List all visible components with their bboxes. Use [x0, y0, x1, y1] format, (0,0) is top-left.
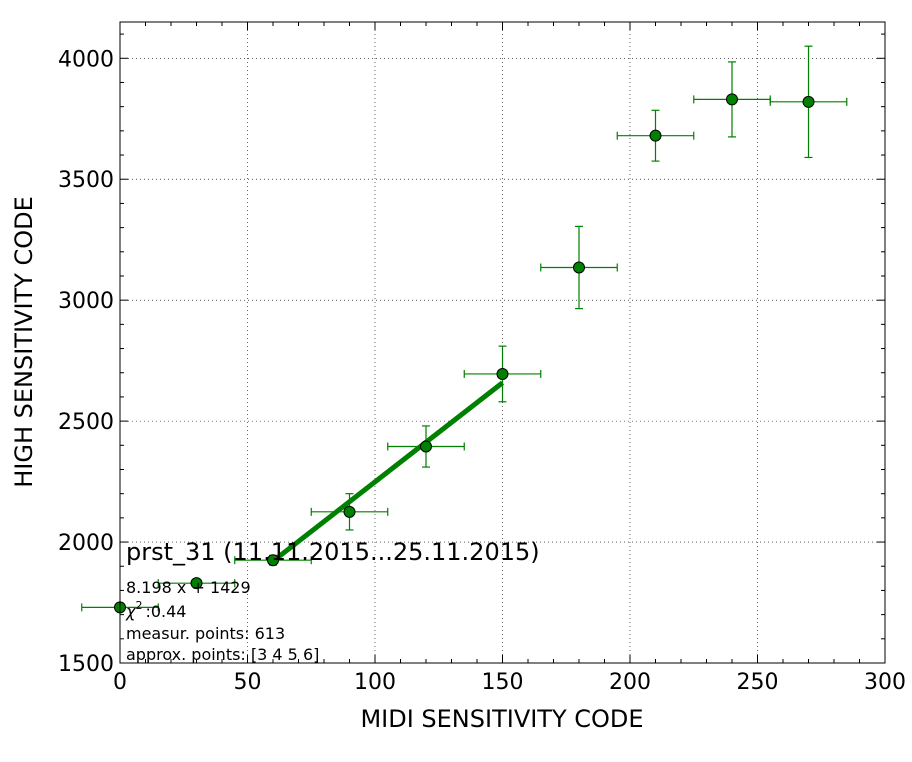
data-point — [649, 129, 662, 142]
data-point — [267, 554, 279, 567]
y-tick-labels: 1500 2000 2500 3000 3500 4000 — [58, 47, 114, 677]
x-tick-label: 100 — [354, 670, 396, 695]
x-tick-label: 150 — [482, 670, 524, 695]
chi-symbol: χ — [125, 602, 136, 621]
fit-layer — [271, 380, 505, 564]
chi-value: :0.44 — [145, 602, 186, 621]
minor-ticks — [119, 22, 886, 664]
x-tick-labels: 0 50 100 150 200 250 300 — [113, 670, 906, 695]
data-points — [114, 93, 815, 614]
x-axis-title: MIDI SENSITIVITY CODE — [360, 705, 643, 733]
annotation-title: prst_31 (11.11.2015...25.11.2015) — [126, 538, 540, 566]
y-tick-label: 1500 — [58, 652, 114, 677]
y-tick-label: 3500 — [58, 168, 114, 193]
x-tick-label: 50 — [234, 670, 262, 695]
annotation-chi-square: χ2:0.44 — [125, 599, 186, 621]
x-tick-label: 250 — [737, 670, 779, 695]
fit-line — [271, 380, 505, 564]
annotation-approx-points: approx. points: [3 4 5 6] — [126, 645, 319, 664]
plot-frame — [119, 21, 886, 664]
data-point — [802, 95, 815, 108]
x-tick-label: 200 — [609, 670, 651, 695]
x-tick-label: 0 — [113, 670, 127, 695]
data-point — [573, 261, 585, 274]
data-point — [496, 367, 509, 380]
data-point — [726, 93, 738, 106]
annotation-measur-points: measur. points: 613 — [126, 624, 285, 643]
data-point — [190, 577, 203, 590]
y-tick-label: 4000 — [58, 47, 114, 72]
annotation-fit-text: 8.198 x + 1429 — [126, 578, 251, 597]
x-tick-label: 300 — [864, 670, 906, 695]
chi-superscript: 2 — [135, 599, 142, 612]
y-tick-label: 2000 — [58, 531, 114, 556]
y-axis-title: HIGH SENSITIVITY CODE — [10, 196, 38, 488]
data-point — [343, 505, 356, 518]
y-tick-label: 3000 — [58, 289, 114, 314]
y-tick-label: 2500 — [58, 410, 114, 435]
annotation-box: prst_31 (11.11.2015...25.11.2015) 8.198 … — [125, 538, 540, 664]
data-point — [420, 440, 432, 453]
